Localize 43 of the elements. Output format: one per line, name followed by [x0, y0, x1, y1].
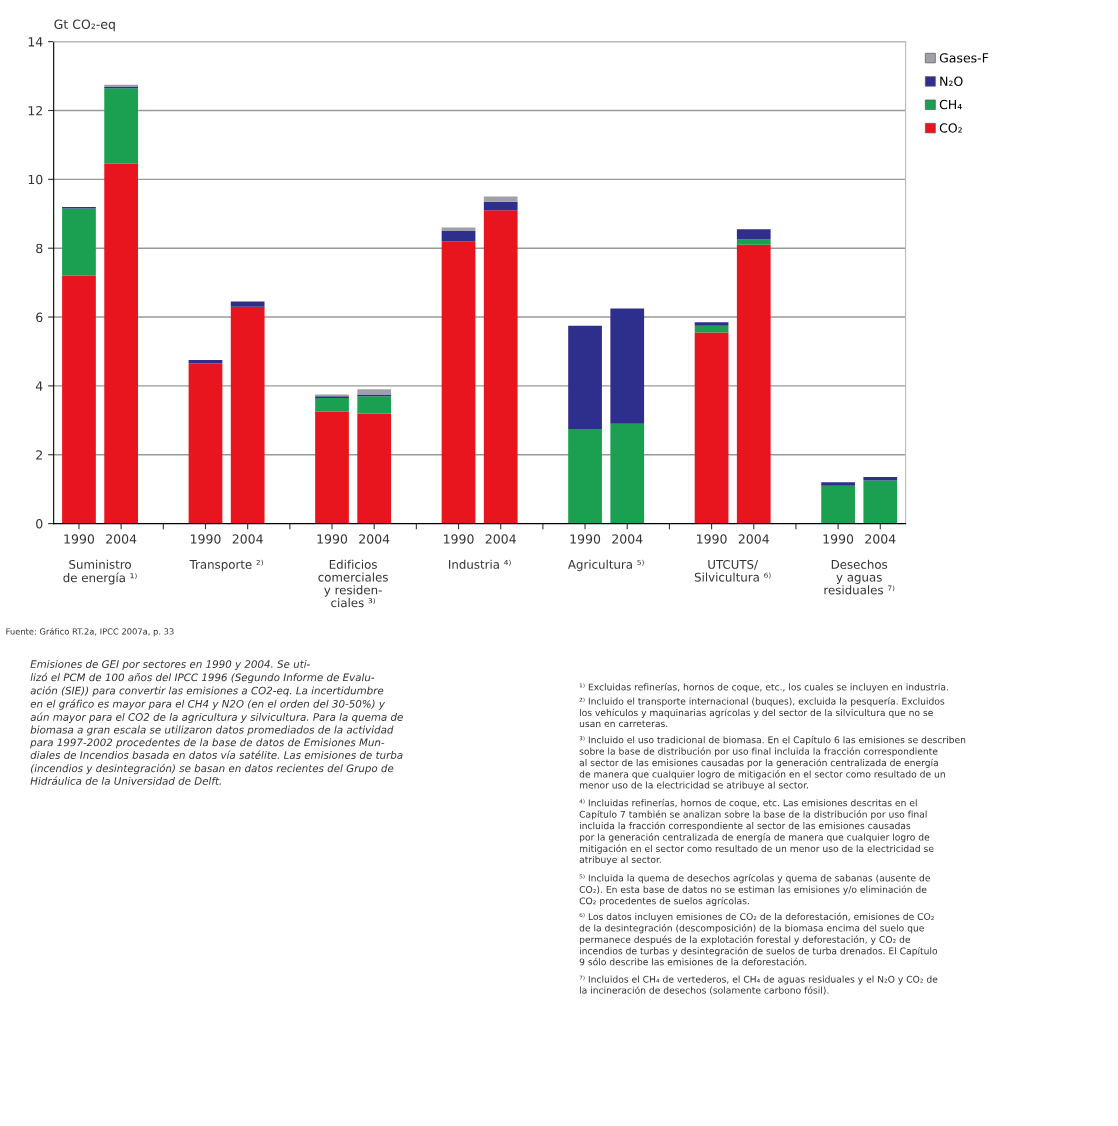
- legend-label: CO₂: [939, 123, 962, 133]
- x-tick-label: 2004: [612, 534, 643, 544]
- x-tick-label: 2004: [865, 534, 896, 544]
- text: ⁷⁾ Incluidos el CH₄ de vertederos, el CH₄ de aguas residuales y el N₂O y CO₂ de la incineración de desechos (solamente carbono fósil).: [579, 975, 938, 995]
- text: ⁵⁾ Incluida la quema de desechos agrícolas y quema de sabanas (ausente de CO₂). En esta base de datos no se estiman las emisiones y/o eliminación de CO₂ procedentes de suelos agrícolas.: [579, 874, 930, 907]
- text: UTCUTS/ Silvicultura ⁶⁾: [694, 559, 771, 582]
- x-tick-label: 1990: [697, 534, 727, 544]
- x-tick-label: 2004: [738, 534, 769, 544]
- x-tick-label: 2004: [485, 534, 516, 544]
- x-tick-label: 2004: [232, 534, 263, 544]
- y-tick-label: 14: [28, 37, 43, 47]
- x-tick-label: 1990: [190, 534, 221, 544]
- x-tick-label: 1990: [823, 534, 854, 544]
- x-tick-label: 1990: [64, 534, 95, 544]
- text: ⁶⁾ Los datos incluyen emisiones de CO₂ de la deforestación, emisiones de CO₂ de la desintegración (descomposición) de la biomasa encima del suelo que permanece después de la explotación forestal y deforestación, y CO₂ de incendios de turbas y desintegración de suelos de turba drenados. El Capítulo 9 sólo describe las emisiones de la deforestación.: [579, 912, 938, 966]
- text: Desechos y aguas residuales ⁷⁾: [824, 559, 895, 595]
- y-tick-label: 0: [36, 519, 43, 529]
- text: ⁴⁾ Incluidas refinerías, hornos de coque, etc. Las emisiones descritas en el Capítulo 7 también se analizan sobre la base de la distribución por uso final incluida la fracción correspondiente al sector de las emisiones causadas por la generación centralizada de energía de manera que cualquier logro de mitigación en el sector como resultado de un menor uso de la electricidad se atribuye al sector.: [579, 798, 934, 865]
- x-tick-label: 2004: [359, 534, 390, 544]
- x-tick-label: 1990: [444, 534, 474, 544]
- x-tick-label: 2004: [106, 534, 137, 544]
- text: ²⁾ Incluido el transporte internacional (buques), excluida la pesquería. Excluidos los vehículos y maquinarias agrícolas y del sector de la silvicultura que no se usan en carreteras.: [579, 697, 945, 728]
- text: Industria ⁴⁾: [449, 559, 511, 569]
- text: ³⁾ Incluido el uso tradicional de biomasa. En el Capítulo 6 las emisiones se describen sobre la base de distribución por uso final incluida la fracción correspondiente al sector de las emisiones causadas por la generación centralizada de energía de manera que cualquier logro de mitigación en el sector como resultado de un menor uso de la electricidad se atribuye al sector.: [579, 735, 966, 791]
- y-tick-label: 2: [36, 450, 42, 460]
- y-tick-label: 8: [36, 243, 43, 254]
- source-note: Fuente: Gráfico RT.2a, IPCC 2007a, p. 33: [6, 627, 174, 637]
- x-tick-label: 1990: [317, 534, 348, 544]
- y-tick-label: 4: [35, 381, 43, 391]
- y-tick-label: 6: [36, 312, 43, 322]
- text: Transporte ²⁾: [189, 559, 263, 572]
- y-tick-label: 12: [28, 105, 42, 116]
- text: Emisiones de GEI por sectores en 1990 y 2004. Se uti- lizó el PCM de 100 años del IPCC 1996 (Segundo Informe de Evalu- ación (SIE)) para convertir las emisiones a CO2-eq. La incertidumbre en el gráfico es mayor para el CH4 y N2O (en el orden del 30-50%) y aún mayor para el CO2 de la agricultura y silvicultura. Para la quema de biomasa a gran escala se utilizaron datos promediados de la actividad para 1997-2002 procedentes de la base de datos de Emisiones Mun- diales de Incendios basada en datos vía satélite. Las emisiones de turba (incendios y desintegración) se basan en datos recientes del Grupo de Hidráulica de la Universidad de Delft.: [30, 660, 403, 785]
- legend-label: N₂O: [940, 76, 963, 86]
- text: Agricultura ⁵⁾: [567, 559, 644, 572]
- text: Edificios comerciales y residen- ciales ³⁾: [318, 559, 388, 608]
- y-tick-label: 10: [28, 174, 43, 185]
- legend-label: Gases-F: [939, 53, 989, 63]
- text: ¹⁾ Excluidas refinerías, hornos de coque, etc., los cuales se incluyen en industria.: [579, 683, 948, 693]
- y-axis-title: Gt CO₂-eq: [54, 19, 115, 32]
- text: Suministro de energía ¹⁾: [63, 559, 137, 585]
- x-tick-label: 1990: [570, 534, 601, 544]
- legend-label: CH₄: [939, 99, 962, 110]
